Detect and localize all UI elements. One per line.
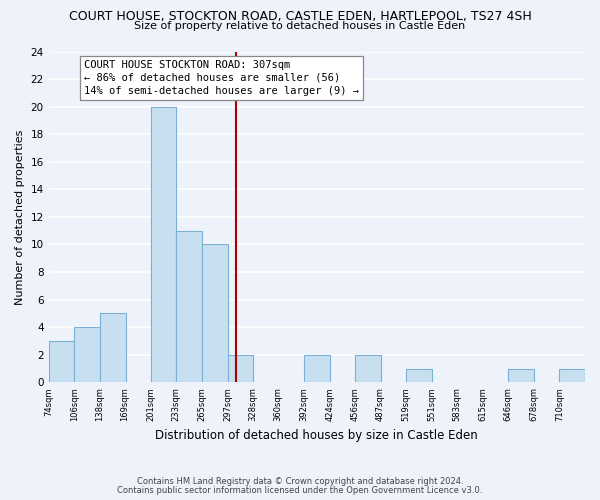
Bar bbox=[559, 368, 585, 382]
Bar bbox=[176, 230, 202, 382]
Bar bbox=[74, 327, 100, 382]
Text: COURT HOUSE, STOCKTON ROAD, CASTLE EDEN, HARTLEPOOL, TS27 4SH: COURT HOUSE, STOCKTON ROAD, CASTLE EDEN,… bbox=[68, 10, 532, 23]
Bar bbox=[228, 354, 253, 382]
Text: Size of property relative to detached houses in Castle Eden: Size of property relative to detached ho… bbox=[134, 21, 466, 31]
Bar bbox=[49, 341, 74, 382]
Y-axis label: Number of detached properties: Number of detached properties bbox=[15, 129, 25, 304]
Text: Contains public sector information licensed under the Open Government Licence v3: Contains public sector information licen… bbox=[118, 486, 482, 495]
Bar bbox=[151, 106, 176, 382]
Bar bbox=[508, 368, 533, 382]
Bar bbox=[304, 354, 329, 382]
Bar bbox=[355, 354, 381, 382]
Text: Contains HM Land Registry data © Crown copyright and database right 2024.: Contains HM Land Registry data © Crown c… bbox=[137, 477, 463, 486]
Text: COURT HOUSE STOCKTON ROAD: 307sqm
← 86% of detached houses are smaller (56)
14% : COURT HOUSE STOCKTON ROAD: 307sqm ← 86% … bbox=[84, 60, 359, 96]
X-axis label: Distribution of detached houses by size in Castle Eden: Distribution of detached houses by size … bbox=[155, 430, 478, 442]
Bar bbox=[406, 368, 431, 382]
Bar bbox=[100, 314, 126, 382]
Bar bbox=[202, 244, 228, 382]
